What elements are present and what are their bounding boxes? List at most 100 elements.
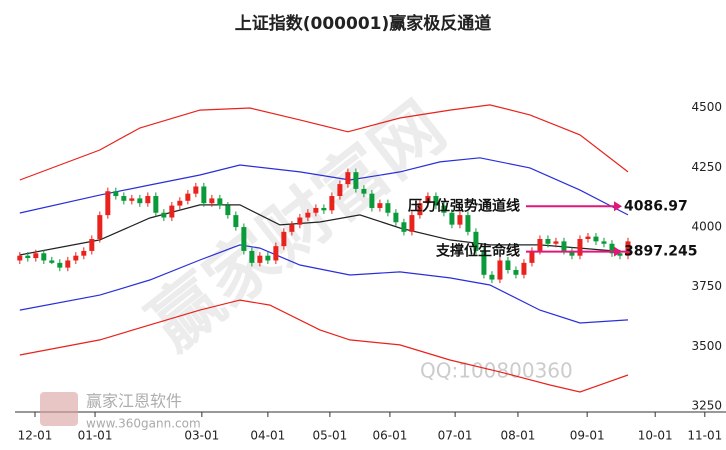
candle-body (265, 255, 271, 261)
candle-body (17, 255, 23, 261)
candle (545, 235, 551, 248)
candle-body (593, 236, 599, 242)
candle (113, 187, 119, 200)
candle-body (521, 262, 527, 275)
candle-body (625, 241, 631, 256)
x-tick-label: 12-01 (18, 429, 53, 443)
candle (497, 256, 503, 284)
logo (40, 392, 78, 426)
channel-line (19, 104, 629, 181)
candle (273, 242, 279, 265)
candle (353, 168, 359, 193)
candle (105, 187, 111, 219)
candle (513, 266, 519, 279)
candle-body (297, 217, 303, 225)
candle-body (553, 241, 559, 244)
y-tick-label: 4500 (691, 100, 722, 114)
y-tick-label: 3500 (691, 339, 722, 353)
channel-line (19, 244, 629, 324)
candle (169, 201, 175, 222)
candle (409, 211, 415, 236)
candle-body (409, 215, 415, 232)
annotation: 压力位强势通道线 (408, 197, 520, 214)
candle-body (313, 207, 319, 213)
candle-body (537, 238, 543, 251)
candle-body (401, 222, 407, 232)
candle-body (457, 215, 463, 225)
candle (481, 247, 487, 279)
candle-body (233, 215, 239, 228)
candle (265, 252, 271, 265)
candle (33, 249, 39, 262)
candle-body (369, 193, 375, 208)
candle-body (385, 203, 391, 213)
candle-body (329, 196, 335, 211)
candle-body (33, 253, 39, 259)
candle-body (489, 274, 495, 280)
candle (41, 249, 47, 265)
candle (401, 218, 407, 236)
candle-body (209, 198, 215, 204)
candle (73, 252, 79, 265)
candle (49, 256, 55, 265)
x-tick-label: 05-01 (312, 429, 347, 443)
candle (209, 194, 215, 207)
candle-body (89, 238, 95, 251)
y-tick-label: 3250 (691, 399, 722, 413)
annotation-value: 3897.245 (624, 244, 698, 260)
y-tick-label: 4250 (691, 160, 722, 174)
candle (377, 199, 383, 212)
candle-body (73, 255, 79, 261)
candle-body (25, 255, 31, 259)
candle (329, 192, 335, 214)
y-tick-label: 4000 (691, 220, 722, 234)
candle-body (49, 260, 55, 263)
candle (145, 192, 151, 207)
candle-body (353, 172, 359, 189)
candle (609, 240, 615, 257)
candle (553, 237, 559, 248)
channel-line (19, 204, 629, 256)
watermark: www.360gann.com (86, 417, 201, 431)
candle (465, 211, 471, 236)
candle-body (481, 250, 487, 275)
candle (313, 204, 319, 217)
candle (593, 233, 599, 245)
candle-body (185, 193, 191, 201)
candle (121, 192, 127, 205)
candle (65, 256, 71, 272)
candle-body (129, 198, 135, 201)
candle-body (321, 207, 327, 211)
candle-body (417, 203, 423, 216)
candle (577, 235, 583, 260)
candle-body (65, 260, 71, 268)
candle (257, 252, 263, 267)
candle-body (425, 196, 431, 204)
candle-body (585, 236, 591, 239)
candle-body (249, 250, 255, 263)
candle (17, 252, 23, 265)
candle-body (441, 205, 447, 213)
candle (89, 235, 95, 255)
candle (345, 168, 351, 188)
x-tick-label: 04-01 (250, 429, 285, 443)
chart-title: 上证指数(000001)赢家极反通道 (235, 13, 492, 34)
candle-body (81, 250, 87, 256)
candle-body (177, 200, 183, 206)
candle-body (393, 212, 399, 223)
candle-body (273, 246, 279, 261)
candle (585, 233, 591, 243)
candle (201, 182, 207, 207)
candle (321, 204, 327, 214)
candle (569, 247, 575, 260)
x-tick-label: 09-01 (570, 429, 605, 443)
candle (473, 228, 479, 255)
candle-body (561, 241, 567, 251)
annotation-value: 4086.97 (624, 198, 688, 214)
candle-body (257, 255, 263, 263)
candle-body (617, 253, 623, 256)
candle-body (169, 205, 175, 218)
x-tick-label: 01-01 (78, 429, 113, 443)
candle-body (513, 270, 519, 275)
candle (249, 247, 255, 267)
